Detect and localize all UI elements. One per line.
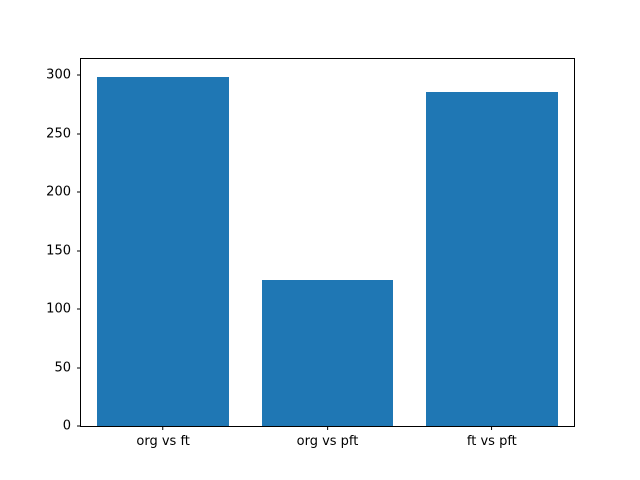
x-tick-mark [162, 426, 164, 430]
x-tick: ft vs pft [467, 426, 517, 449]
y-tick-label: 150 [46, 243, 71, 259]
y-tick: 200 [46, 185, 81, 200]
x-tick-label: org vs ft [136, 434, 190, 449]
y-tick-mark [77, 367, 81, 369]
y-tick-mark [77, 191, 81, 193]
y-tick-label: 100 [46, 301, 71, 317]
y-tick-label: 50 [54, 360, 71, 376]
x-tick: org vs ft [136, 426, 190, 449]
y-tick: 300 [46, 68, 81, 83]
plot-area: 0 50 100 150 200 250 300 org vs ft org vs pft ft… [46, 58, 575, 449]
y-tick: 250 [46, 126, 81, 141]
y-tick-label: 300 [46, 67, 71, 83]
y-tick-mark [77, 425, 81, 427]
bar-org-vs-ft [97, 76, 229, 426]
x-tick-mark [327, 426, 328, 430]
y-tick-mark [77, 133, 81, 135]
y-tick: 0 [63, 419, 81, 434]
y-tick-mark [77, 250, 81, 252]
x-tick-mark [491, 426, 493, 430]
y-tick-label: 200 [46, 184, 71, 200]
y-tick-mark [77, 308, 81, 310]
y-tick-label: 250 [46, 126, 71, 142]
x-tick: org vs pft [296, 426, 359, 449]
y-tick: 100 [46, 302, 81, 317]
y-tick: 150 [46, 243, 81, 258]
x-tick-label: org vs pft [296, 434, 359, 449]
y-tick-mark [77, 74, 81, 76]
x-tick-label: ft vs pft [466, 434, 517, 449]
bar-org-vs-pft [261, 279, 394, 426]
bar-ft-vs-pft [426, 91, 558, 426]
y-tick: 50 [54, 360, 81, 375]
y-tick-label: 0 [62, 418, 71, 434]
bars-layer [81, 59, 574, 426]
